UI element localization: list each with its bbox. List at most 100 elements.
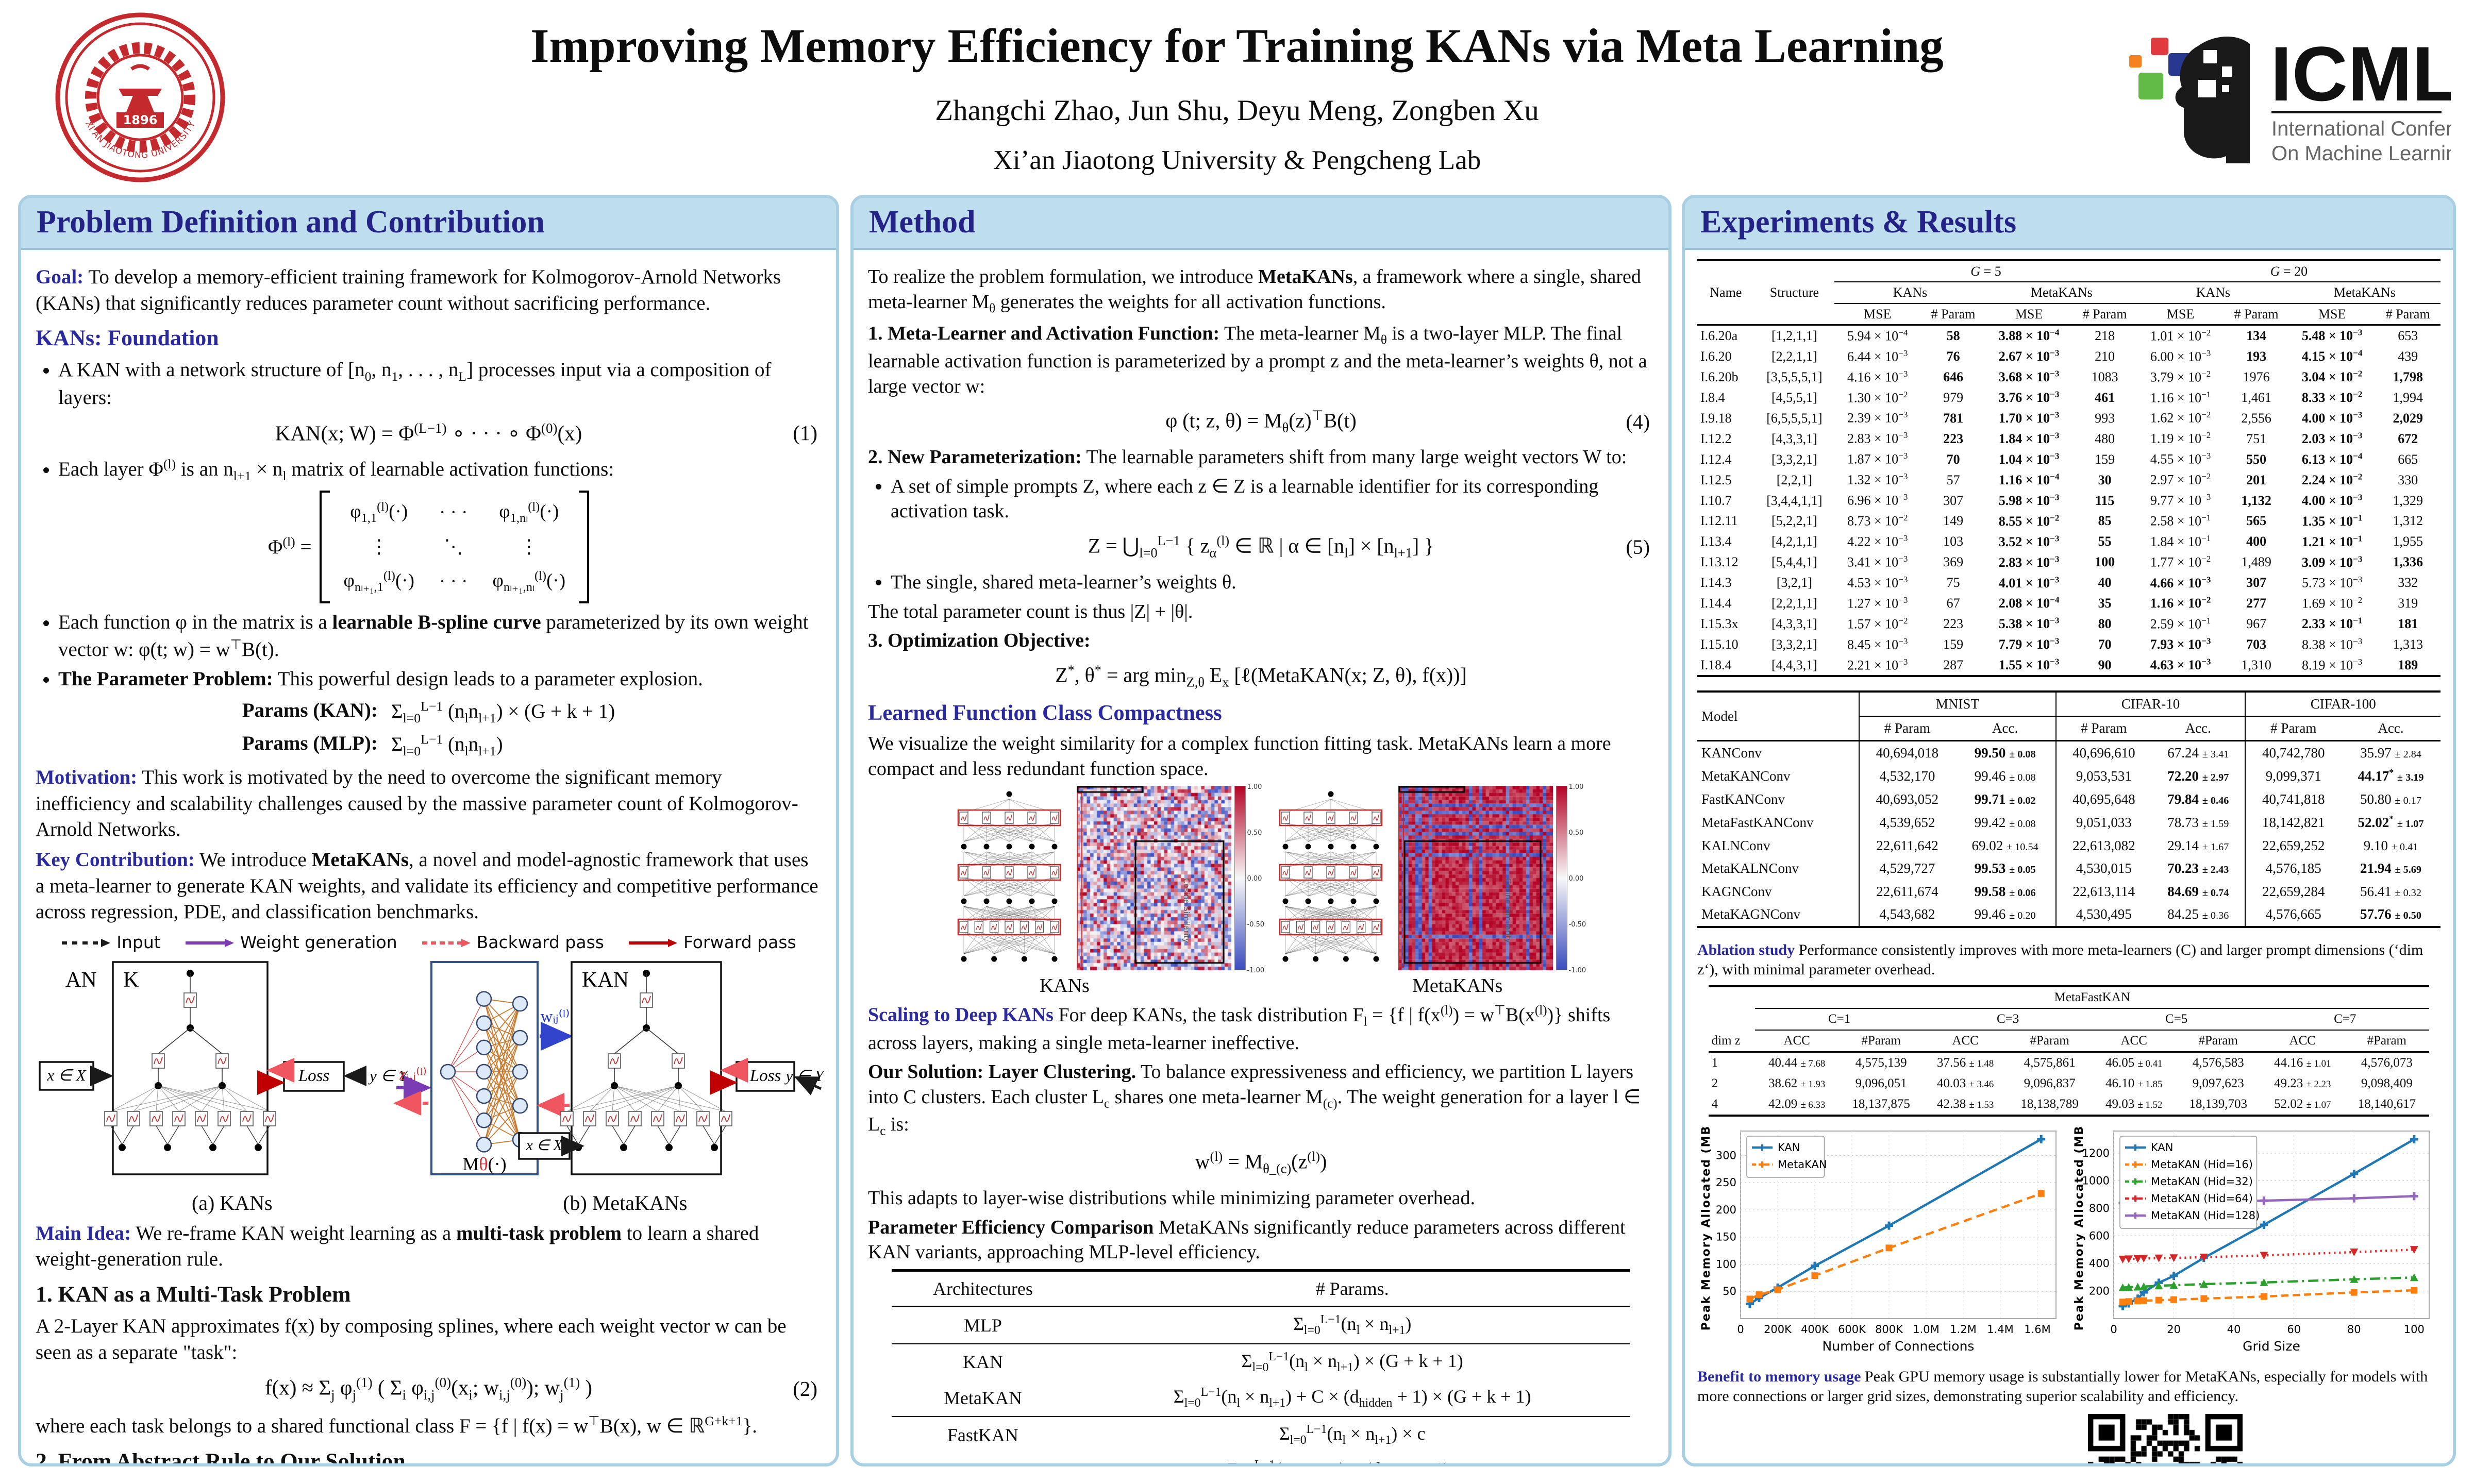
svg-text:0: 0 [1737, 1323, 1744, 1336]
params-formulas: Params (KAN): Σl=0L−1 (nlnl+1) × (G + k +… [242, 698, 615, 758]
compactness-text: We visualize the weight similarity for a… [868, 733, 1611, 780]
svg-text:MetaKAN (Hid=64): MetaKAN (Hid=64) [2151, 1192, 2253, 1205]
svg-text:1.0M: 1.0M [1913, 1323, 1940, 1336]
panel-problem-body: Goal: To develop a memory-efficient trai… [21, 250, 836, 1463]
section1-text2: where each task belongs to a shared func… [36, 1413, 758, 1438]
xjtu-seal-icon: 1896 XI'AN JIAOTONG UNIVERSITY [55, 12, 225, 182]
bspline-bullet: Each function φ in the matrix is a learn… [58, 610, 822, 663]
svg-text:150: 150 [1716, 1230, 1736, 1243]
equation-4: φ (t; z, θ) = Mθ(z)⊤B(t) (4) [1165, 408, 1650, 435]
title-block: Improving Memory Efficiency for Training… [464, 20, 2010, 176]
layer-matrix-bullet: Each layer Φ(l) is an nl+1 × nl matrix o… [58, 456, 822, 484]
panel-problem-header: Problem Definition and Contribution [21, 198, 836, 250]
svg-text:50: 50 [1723, 1285, 1736, 1297]
svg-text:Peak Memory Allocated (MB): Peak Memory Allocated (MB) [1700, 1125, 1713, 1330]
legend-item: Input [61, 932, 161, 954]
legend-item: Backward pass [421, 932, 604, 954]
svg-text:600K: 600K [1838, 1323, 1866, 1336]
svg-text:200K: 200K [1764, 1323, 1792, 1336]
legend-item: Forward pass [628, 932, 796, 954]
total-count-text: The total parameter count is thus |Z| + … [868, 600, 1193, 622]
equation-1: KAN(x; W) = Φ(L−1) ∘ · · · ∘ Φ(0)(x) (1) [275, 420, 817, 445]
similarity-figure: Cosine Similarity 1.00 0.50 0.00 -0.50 -1.00 … [868, 783, 1654, 974]
kan-structure-bullet: A KAN with a network structure of [n0, n… [58, 357, 822, 411]
svg-text:1896: 1896 [123, 113, 158, 127]
goal-label: Goal: [36, 266, 84, 288]
panel-method-title: Method [869, 205, 976, 240]
kans-foundation-heading: KANs: Foundation [36, 326, 219, 351]
svg-text:300: 300 [1716, 1149, 1736, 1161]
svg-text:Loss: Loss [298, 1067, 330, 1085]
new-parameterization-paragraph: 2. New Parameterization: The learnable p… [868, 446, 1627, 468]
kan-network-sketch [957, 791, 1061, 962]
svg-text:400K: 400K [1801, 1323, 1829, 1336]
svg-text:100: 100 [2404, 1323, 2425, 1336]
svg-text:80: 80 [2347, 1323, 2361, 1336]
svg-text:40: 40 [2227, 1323, 2241, 1336]
ablation-table: dim z MetaFastKAN C=1 C=3 C=5 C=7 ACC #Param ACC… [1708, 985, 2430, 1117]
figure-captions: (a) KANs (b) MetaKANs [36, 1190, 822, 1217]
svg-text:Peak Memory Allocated (MB): Peak Memory Allocated (MB) [2073, 1125, 2086, 1330]
kan-metakan-diagram: KAN x ∈ X Loss y ∈ Yzᵢ,ⱼ⁽ˡ⁾ Mθ(·) wᵢⱼ⁽ˡ⁾ KAN x … [39, 961, 825, 1176]
svg-text:20: 20 [2167, 1323, 2181, 1336]
poster-title: Improving Memory Efficiency for Training… [530, 20, 1944, 73]
svg-text:Grid Size: Grid Size [2243, 1339, 2300, 1354]
svg-text:KAN: KAN [1778, 1141, 1800, 1154]
svg-text:Number of Connections: Number of Connections [1823, 1339, 1975, 1354]
svg-text:KAN: KAN [65, 968, 139, 992]
metakan-similarity-heatmap [1398, 785, 1553, 970]
poster-authors: Zhangchi Zhao, Jun Shu, Deyu Meng, Zongb… [935, 94, 1539, 127]
svg-text:1.6M: 1.6M [2024, 1323, 2051, 1336]
memory-vs-gridsize-chart: 200 400 600 800 1000 1200 0 20 40 60 80 100 Grid Siz… [2073, 1125, 2430, 1354]
caption-sim-kans: KANs [1039, 974, 1090, 997]
architectures-table: Architectures # Params. MLP Σl=0L−1(nl × nl… [891, 1269, 1631, 1463]
svg-text:MetaKAN (Hid=32): MetaKAN (Hid=32) [2151, 1175, 2253, 1188]
caption-kans: (a) KANs [191, 1191, 273, 1215]
panel-method-header: Method [854, 198, 1668, 250]
svg-text:International Conference: International Conference [2271, 117, 2451, 140]
classification-results-table: Model MNIST CIFAR-10 CIFAR-100 # Param Acc. # … [1697, 690, 2440, 928]
adapt-text: This adapts to layer-wise distributions … [868, 1187, 1475, 1209]
meta-learner-paragraph: 1. Meta-Learner and Activation Function:… [868, 323, 1647, 397]
figure-legend: Input Weight generation Backward pass Fo… [36, 932, 822, 954]
section1-heading: 1. KAN as a Multi-Task Problem [36, 1282, 351, 1307]
svg-text:200: 200 [1716, 1204, 1736, 1216]
svg-text:200: 200 [2089, 1285, 2110, 1297]
svg-text:1.2M: 1.2M [1950, 1323, 1977, 1336]
memory-vs-connections-chart: 50 100 150 200 250 300 0 200K 400K 600K 800K 1.0M 1.… [1700, 1125, 2057, 1354]
panel-experiments: Experiments & Results Name Structure G = 5… [1682, 195, 2456, 1466]
svg-text:0: 0 [2110, 1323, 2117, 1336]
svg-text:On Machine Learning: On Machine Learning [2271, 142, 2451, 165]
poster-affiliation: Xi’an Jiaotong University & Pengcheng La… [993, 145, 1481, 176]
svg-text:1.4M: 1.4M [1987, 1323, 2014, 1336]
svg-text:KAN: KAN [582, 968, 629, 992]
metakan-heatmap-wrap: Cosine Similarity 1.00 0.50 0.00 -0.50 -1.00 [1398, 783, 1586, 974]
svg-text:250: 250 [1716, 1176, 1736, 1189]
ablation-paragraph: Ablation study Performance consistently … [1697, 941, 2423, 979]
parameter-problem-bullet: The Parameter Problem: This powerful des… [58, 666, 822, 693]
similarity-captions: KANs MetaKANs [868, 973, 1654, 999]
svg-text:800K: 800K [1875, 1323, 1903, 1336]
shared-weights-bullet: The single, shared meta-learner’s weight… [891, 570, 1654, 595]
param-efficiency-paragraph: Parameter Efficiency Comparison MetaKANs… [868, 1216, 1626, 1263]
scaling-paragraph: Scaling to Deep KANs For deep KANs, the … [868, 1003, 1611, 1054]
kan-heatmap-wrap: Cosine Similarity 1.00 0.50 0.00 -0.50 -1.00 [1076, 783, 1265, 974]
motivation-paragraph: Motivation: This work is motivated by th… [36, 766, 798, 841]
kan-similarity-heatmap [1076, 785, 1231, 970]
svg-text:600: 600 [2089, 1229, 2110, 1242]
svg-text:Loss: Loss [749, 1067, 781, 1085]
solution-paragraph: Our Solution: Layer Clustering. To balan… [868, 1061, 1641, 1139]
colorbar: Cosine Similarity 1.00 0.50 0.00 -0.50 -1.00 [1503, 783, 1586, 974]
prompts-bullet: A set of simple prompts Z, where each z … [891, 474, 1654, 524]
svg-text:x ∈ X: x ∈ X [46, 1066, 86, 1084]
panel-problem-definition: Problem Definition and Contribution Goal… [18, 195, 839, 1466]
memory-charts: 50 100 150 200 250 300 0 200K 400K 600K 800K 1.0M 1.… [1697, 1125, 2440, 1358]
colorbar: Cosine Similarity 1.00 0.50 0.00 -0.50 -1.00 [1182, 783, 1265, 974]
svg-text:60: 60 [2287, 1323, 2301, 1336]
svg-text:y ∈ Y: y ∈ Y [368, 1067, 409, 1085]
equation-6: Z*, θ* = arg minZ,θ Ex [ℓ(MetaKAN(x; Z, … [1055, 662, 1467, 690]
svg-text:800: 800 [2089, 1202, 2110, 1215]
